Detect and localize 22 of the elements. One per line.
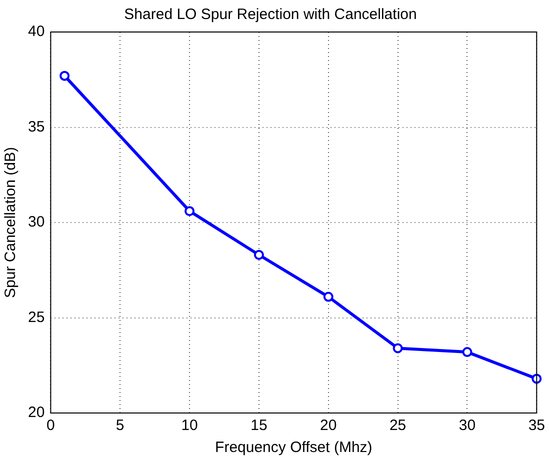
x-tick-label: 20 (320, 417, 337, 434)
x-tick-label: 35 (528, 417, 545, 434)
chart-title: Shared LO Spur Rejection with Cancellation (124, 6, 417, 24)
y-tick-label: 35 (28, 118, 45, 136)
point (323, 292, 334, 302)
point (184, 206, 195, 216)
x-tick-label: 10 (181, 417, 198, 434)
y-tick-label: 25 (28, 308, 45, 326)
y-axis-title: Spur Cancellation (dB) (2, 147, 20, 298)
y-tick-label: 40 (28, 23, 45, 40)
point (254, 250, 264, 260)
x-axis-title: Frequency Offset (Mhz) (215, 439, 372, 456)
x-tick-label: 25 (389, 417, 406, 434)
y-tick-label: 20 (28, 404, 45, 422)
point (60, 70, 70, 81)
x-tick-label: 5 (116, 417, 124, 434)
point (392, 343, 403, 354)
x-tick-label: 15 (250, 417, 268, 434)
x-tick-label: 0 (46, 417, 55, 434)
y-tick-label: 30 (28, 214, 45, 231)
point (462, 347, 472, 358)
x-tick-label: 30 (458, 417, 476, 434)
